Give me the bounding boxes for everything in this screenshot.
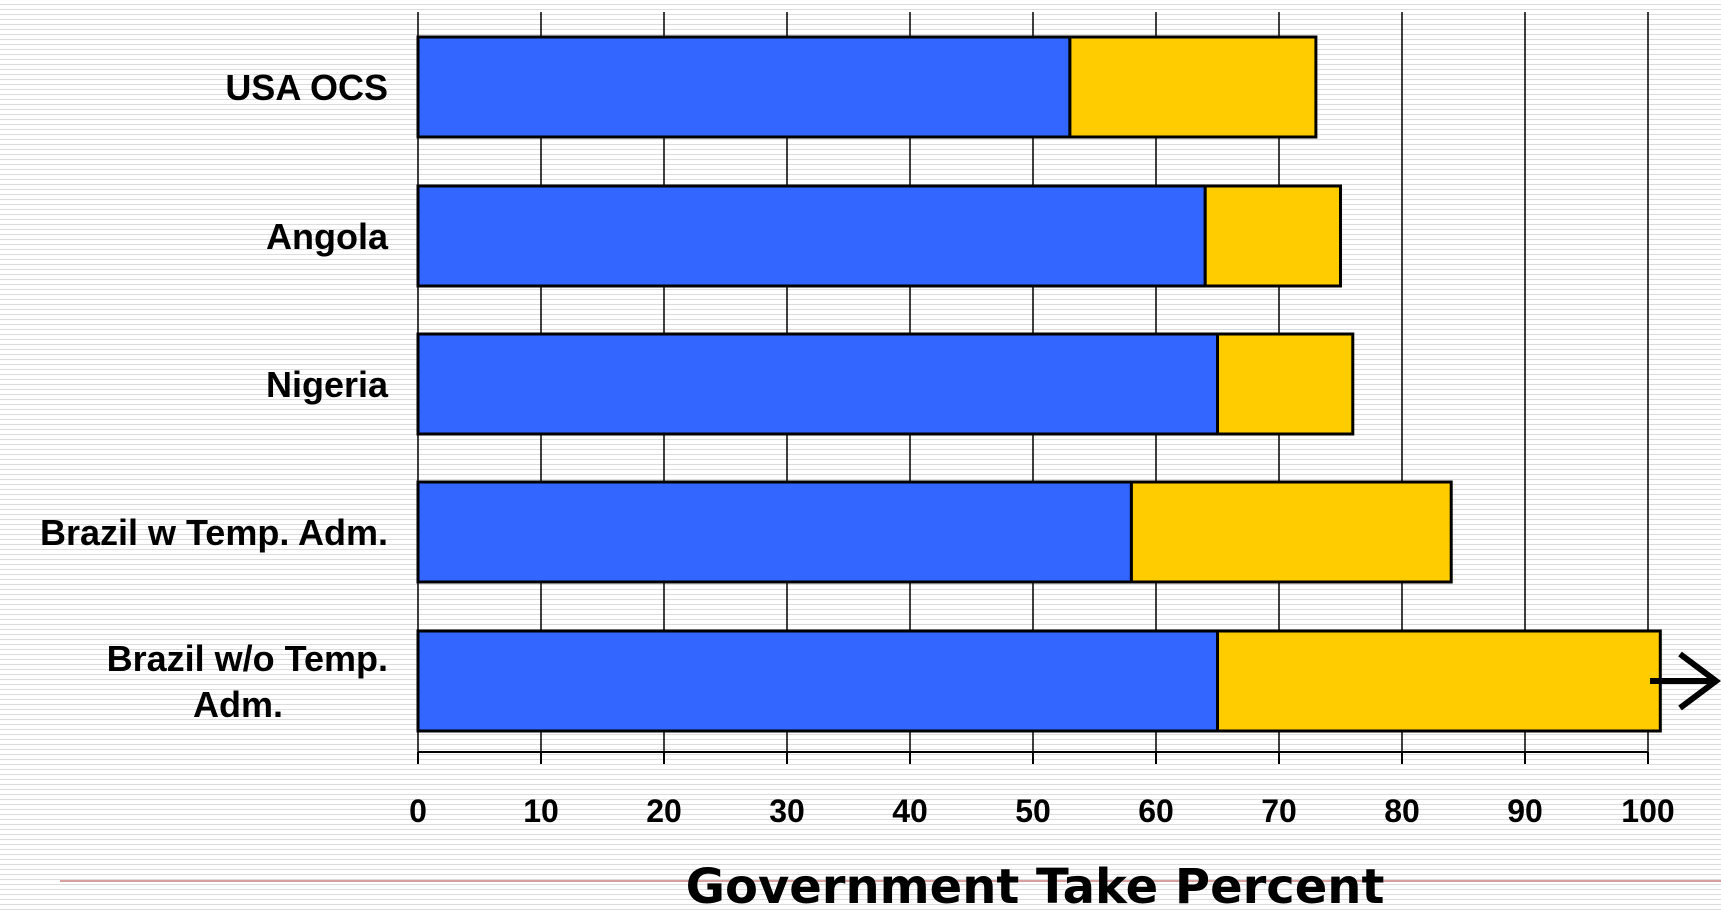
- tick-label-10: 10: [523, 793, 559, 829]
- category-label-2: Angola: [266, 216, 389, 257]
- tick-label-70: 70: [1261, 793, 1297, 829]
- bars: [416, 35, 1721, 733]
- bar-segment-2-1: [1068, 35, 1318, 139]
- x-axis: [417, 751, 1649, 764]
- bar-segment-1-1: [416, 35, 1072, 139]
- category-label-5-line-2: Adm.: [193, 684, 283, 725]
- bar-segment-2-2: [1203, 184, 1342, 288]
- category-labels: USA OCS Angola Nigeria Brazil w Temp. Adm. B…: [40, 67, 389, 725]
- bar-segment-1-4: [416, 480, 1133, 584]
- bar-segment-2-5: [1216, 629, 1662, 733]
- bar-segment-1-5: [416, 629, 1219, 733]
- bar-segment-2-4: [1129, 480, 1453, 584]
- x-axis-title: Government Take Percent: [686, 859, 1385, 913]
- tick-label-40: 40: [892, 793, 928, 829]
- overflow-arrow-head: [1678, 651, 1721, 711]
- tick-label-90: 90: [1507, 793, 1543, 829]
- tick-label-60: 60: [1138, 793, 1174, 829]
- tick-label-50: 50: [1015, 793, 1051, 829]
- tick-label-0: 0: [409, 793, 427, 829]
- category-label-1: USA OCS: [225, 67, 388, 108]
- overflow-arrow-icon: [1650, 651, 1721, 711]
- tick-label-30: 30: [769, 793, 805, 829]
- tick-label-100: 100: [1621, 793, 1674, 829]
- tick-label-20: 20: [646, 793, 682, 829]
- category-label-3: Nigeria: [266, 364, 389, 405]
- category-label-4: Brazil w Temp. Adm.: [40, 512, 388, 553]
- bar-segment-2-3: [1216, 332, 1355, 436]
- category-label-5-line-1: Brazil w/o Temp.: [107, 638, 388, 679]
- x-tick-labels: 0 10 20 30 40 50 60 70 80 90 100: [409, 793, 1675, 829]
- tick-label-80: 80: [1384, 793, 1420, 829]
- bar-segment-1-2: [416, 184, 1207, 288]
- bar-segment-1-3: [416, 332, 1219, 436]
